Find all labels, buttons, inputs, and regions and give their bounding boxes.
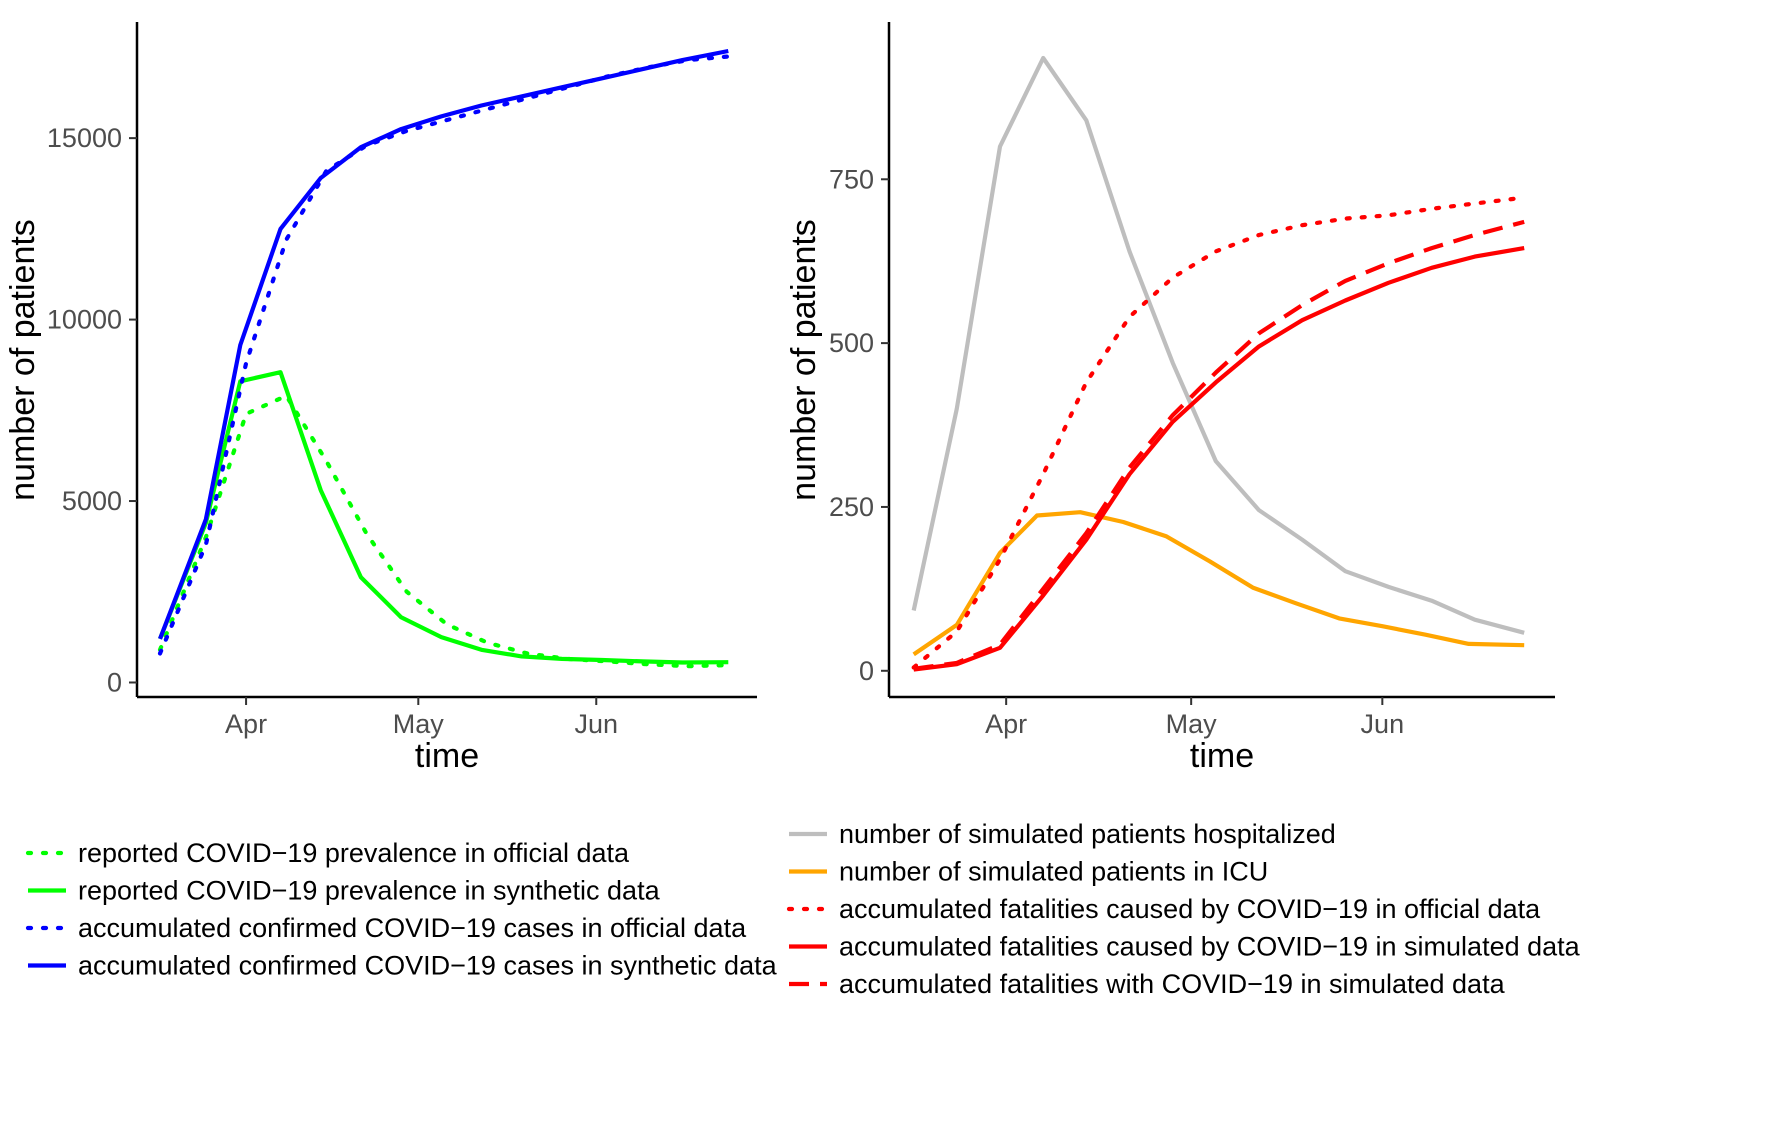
legend-item: reported COVID−19 prevalence in official…	[25, 838, 630, 868]
x-tick-label: Jun	[574, 709, 618, 739]
right-chart-legend: number of simulated patients hospitalize…	[786, 819, 1581, 999]
legend-label: accumulated fatalities caused by COVID−1…	[839, 932, 1581, 962]
left-chart-panel: 0 5000 10000 15000 Apr May Jun time number of pa…	[4, 22, 757, 775]
legend-item: accumulated confirmed COVID−19 cases in …	[25, 913, 747, 943]
y-tick-label: 5000	[62, 486, 122, 516]
right-chart-panel: 0 250 500 750 Apr May Jun time number of patient…	[785, 22, 1555, 775]
series-line-accumulated-confirmed-covid-19-cases-in-official-data	[157, 54, 731, 656]
y-axis-title: number of patients	[785, 219, 823, 501]
y-tick-label: 0	[859, 656, 874, 686]
series-line-number-of-simulated-patients-hospitalized	[911, 55, 1525, 635]
series-line-number-of-simulated-patients-in-icu	[912, 510, 1525, 657]
x-axis-title: time	[1190, 737, 1254, 775]
y-tick-label: 750	[829, 164, 874, 194]
legend-label: number of simulated patients in ICU	[839, 857, 1268, 887]
y-tick-label: 250	[829, 492, 874, 522]
legend-label: reported COVID−19 prevalence in official…	[78, 838, 630, 868]
y-axis-title: number of patients	[4, 219, 42, 501]
series-line-accumulated-confirmed-covid-19-cases-in-synthetic-data	[158, 48, 729, 640]
y-tick-label: 10000	[47, 305, 122, 335]
y-tick-label: 500	[829, 328, 874, 358]
y-tick-label: 0	[107, 667, 122, 697]
legend-label: accumulated confirmed COVID−19 cases in …	[78, 951, 778, 981]
legend-item: accumulated fatalities caused by COVID−1…	[786, 894, 1541, 924]
legend-label: accumulated fatalities caused by COVID−1…	[839, 894, 1541, 924]
legend-label: accumulated fatalities with COVID−19 in …	[839, 969, 1506, 999]
legend-label: reported COVID−19 prevalence in syntheti…	[78, 876, 661, 906]
series-line-reported-covid-19-prevalence-in-synthetic-data	[158, 370, 729, 665]
legend-item: accumulated fatalities with COVID−19 in …	[789, 969, 1506, 999]
legend-item: accumulated fatalities caused by COVID−1…	[789, 932, 1581, 962]
y-tick-label: 15000	[47, 123, 122, 153]
left-chart-legend: reported COVID−19 prevalence in official…	[25, 838, 778, 981]
x-tick-label: Jun	[1361, 709, 1405, 739]
x-tick-label: Apr	[225, 709, 267, 739]
x-tick-label: Apr	[985, 709, 1027, 739]
series-line-accumulated-fatalities-caused-by-covid-19-in-official-data	[911, 195, 1527, 670]
legend-item: reported COVID−19 prevalence in syntheti…	[28, 876, 661, 906]
x-tick-label: May	[393, 709, 445, 739]
x-axis-title: time	[415, 737, 479, 775]
x-tick-label: May	[1166, 709, 1218, 739]
legend-item: number of simulated patients in ICU	[789, 857, 1268, 887]
series-line-accumulated-fatalities-caused-by-covid-19-in-simulated-data	[913, 246, 1525, 672]
legend-label: accumulated confirmed COVID−19 cases in …	[78, 913, 747, 943]
legend-label: number of simulated patients hospitalize…	[839, 819, 1336, 849]
series-line-accumulated-fatalities-with-covid-19-in-simulated-data	[913, 219, 1525, 671]
legend-item: number of simulated patients hospitalize…	[789, 819, 1336, 849]
legend-item: accumulated confirmed COVID−19 cases in …	[28, 951, 778, 981]
series-line-reported-covid-19-prevalence-in-official-data	[157, 393, 731, 669]
